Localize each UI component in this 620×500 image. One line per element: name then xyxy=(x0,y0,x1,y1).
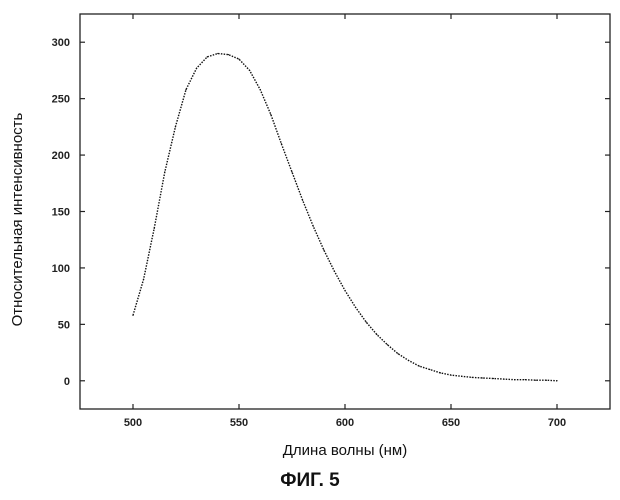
data-point xyxy=(249,70,250,71)
data-point xyxy=(366,322,367,323)
data-point xyxy=(270,114,271,115)
x-tick-label: 700 xyxy=(548,417,566,429)
data-point xyxy=(387,344,388,345)
data-point xyxy=(313,226,314,227)
data-point xyxy=(196,68,197,69)
x-axis-title: Длина волны (нм) xyxy=(283,442,407,459)
data-point xyxy=(323,249,324,250)
data-point xyxy=(228,54,229,55)
data-point xyxy=(281,143,282,144)
x-tick-label: 550 xyxy=(230,417,248,429)
data-point xyxy=(260,89,261,90)
y-tick-label: 150 xyxy=(52,207,70,219)
data-point xyxy=(556,380,557,381)
data-point xyxy=(334,271,335,272)
plot-frame xyxy=(80,14,610,409)
data-point xyxy=(207,56,208,57)
y-tick-label: 100 xyxy=(52,263,70,275)
data-point xyxy=(291,171,292,172)
data-point xyxy=(461,376,462,377)
x-tick-label: 500 xyxy=(124,417,142,429)
data-point xyxy=(302,200,303,201)
data-point xyxy=(408,360,409,361)
data-point xyxy=(397,353,398,354)
y-tick-label: 0 xyxy=(64,376,70,388)
data-point xyxy=(143,279,144,280)
data-point xyxy=(355,307,356,308)
data-point xyxy=(175,126,176,127)
data-point xyxy=(344,290,345,291)
data-point xyxy=(493,378,494,379)
data-point xyxy=(429,369,430,370)
plot-border xyxy=(80,14,610,409)
data-point xyxy=(185,89,186,90)
y-tick-label: 300 xyxy=(52,37,70,49)
data-point xyxy=(164,171,165,172)
data-point xyxy=(419,366,420,367)
data-point xyxy=(154,228,155,229)
intensity-curve xyxy=(133,54,557,381)
series-layer xyxy=(132,53,557,381)
x-tick-label: 650 xyxy=(442,417,460,429)
data-point xyxy=(440,372,441,373)
data-point xyxy=(514,379,515,380)
data-point xyxy=(450,375,451,376)
data-point xyxy=(217,53,218,54)
data-point xyxy=(132,315,133,316)
y-axis-ticks: 0 50 100 150 200 250 300 xyxy=(52,37,610,388)
x-tick-label: 600 xyxy=(336,417,354,429)
data-point xyxy=(472,377,473,378)
y-tick-label: 200 xyxy=(52,150,70,162)
y-axis-title: Относительная интенсивность xyxy=(9,112,26,326)
figure-caption: ФИГ. 5 xyxy=(0,470,620,492)
data-point xyxy=(535,380,536,381)
data-point xyxy=(525,379,526,380)
y-tick-label: 250 xyxy=(52,94,70,106)
data-point xyxy=(546,380,547,381)
data-point xyxy=(238,59,239,60)
data-point xyxy=(503,378,504,379)
data-point xyxy=(482,377,483,378)
data-point xyxy=(376,334,377,335)
x-axis-ticks: 500 550 600 650 700 xyxy=(124,14,566,429)
y-tick-label: 50 xyxy=(58,319,70,331)
